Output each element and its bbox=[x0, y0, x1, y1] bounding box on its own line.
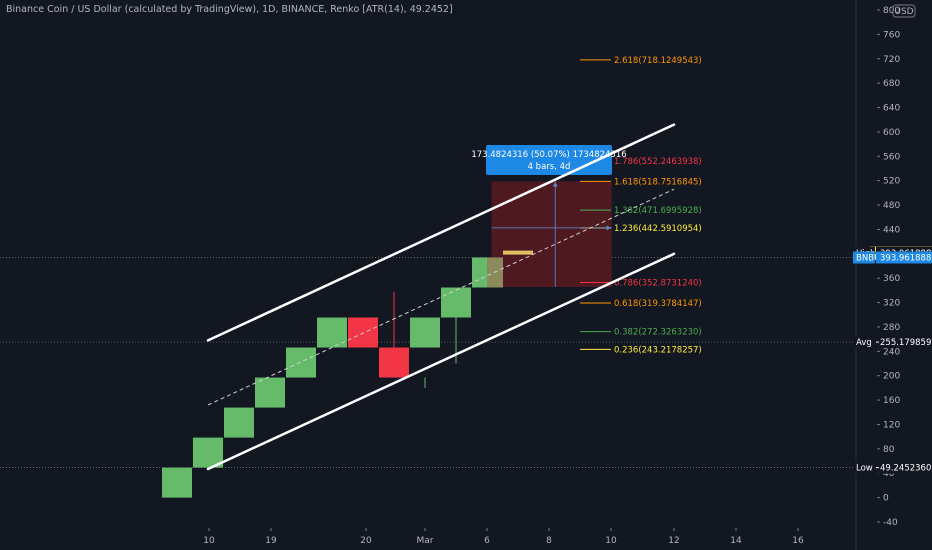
x-tick-label: 16 bbox=[792, 536, 804, 546]
y-tick-label: 480 bbox=[883, 201, 900, 211]
price-tag-value: 49.2452360 bbox=[880, 464, 931, 474]
measure-tooltip-line1: 173.4824316 (50.07%) 1734824316 bbox=[471, 150, 626, 160]
price-marker bbox=[503, 250, 533, 255]
price-tag-label-bg bbox=[853, 461, 875, 474]
price-tag-bg bbox=[876, 461, 932, 474]
price-tag-label-bg bbox=[853, 251, 875, 264]
x-tick-label: 6 bbox=[484, 536, 490, 546]
measure-zone bbox=[491, 181, 612, 288]
fib-level-label: 0.236(243.2178257) bbox=[614, 345, 702, 355]
up-brick bbox=[286, 347, 316, 378]
up-brick bbox=[410, 317, 440, 348]
price-tag-value: 255.1798593 bbox=[880, 338, 932, 348]
y-tick-label: -40 bbox=[883, 518, 898, 528]
y-tick-label: 240 bbox=[883, 347, 900, 357]
y-tick-label: 360 bbox=[883, 274, 900, 284]
y-tick-label: 40 bbox=[883, 469, 895, 479]
y-tick-label: 760 bbox=[883, 30, 900, 40]
y-tick-label: 280 bbox=[883, 323, 900, 333]
up-brick bbox=[255, 377, 285, 408]
x-tick-label: 10 bbox=[203, 536, 215, 546]
price-tag-label: Avg bbox=[856, 338, 872, 348]
currency-badge[interactable] bbox=[892, 4, 916, 18]
x-tick-label: 8 bbox=[546, 536, 552, 546]
price-tag-label: Low bbox=[856, 464, 873, 474]
measure-tooltip-line2: 4 bars, 4d bbox=[528, 162, 571, 172]
x-tick-label: 12 bbox=[668, 536, 679, 546]
up-brick bbox=[224, 407, 254, 438]
y-tick-label: 640 bbox=[883, 104, 900, 114]
x-tick-label: 19 bbox=[265, 536, 277, 546]
fib-level-label: 1.786(552.2463938) bbox=[614, 157, 702, 167]
upper-channel-line[interactable] bbox=[206, 123, 676, 342]
x-tick-label: 14 bbox=[730, 536, 742, 546]
fib-level-label: 2.618(718.1249543) bbox=[614, 56, 702, 66]
y-tick-label: 0 bbox=[883, 494, 889, 504]
fib-level-label: 0.382(272.3263230) bbox=[614, 328, 702, 338]
y-tick-label: 320 bbox=[883, 299, 900, 309]
price-tag-label-bg bbox=[853, 336, 875, 349]
up-brick bbox=[162, 467, 192, 498]
fib-level-label: 0.786(352.8731240) bbox=[614, 279, 702, 289]
y-tick-label: 600 bbox=[883, 128, 900, 138]
fib-level-label: 1.618(518.7516845) bbox=[614, 177, 702, 187]
price-tag-bg bbox=[876, 251, 932, 264]
y-tick-label: 160 bbox=[883, 396, 900, 406]
currency-badge-label: USD bbox=[894, 7, 913, 17]
x-tick-label: 20 bbox=[360, 536, 372, 546]
fib-level-label: 1.382(471.6995928) bbox=[614, 206, 702, 216]
measure-arrow-up-icon bbox=[552, 182, 558, 187]
channel-midline bbox=[207, 188, 675, 406]
x-tick-label: 10 bbox=[605, 536, 617, 546]
y-tick-label: 720 bbox=[883, 55, 900, 65]
y-tick-label: 560 bbox=[883, 152, 900, 162]
up-brick bbox=[441, 287, 471, 318]
price-tag-bg bbox=[876, 336, 932, 349]
y-tick-label: 200 bbox=[883, 372, 900, 382]
x-tick-label: Mar bbox=[417, 536, 434, 546]
fib-level-label: 1.236(442.5910954) bbox=[614, 224, 702, 234]
y-tick-label: 120 bbox=[883, 420, 900, 430]
y-tick-label: 440 bbox=[883, 225, 900, 235]
lower-channel-line[interactable] bbox=[206, 252, 676, 471]
down-brick bbox=[348, 317, 378, 348]
y-tick-label: 80 bbox=[883, 445, 895, 455]
measure-arrow-icon bbox=[606, 225, 611, 231]
fib-level-label: 0.618(319.3784147) bbox=[614, 299, 702, 309]
y-tick-label: 520 bbox=[883, 177, 900, 187]
y-tick-label: 680 bbox=[883, 79, 900, 89]
price-tag-label: BNBUSD bbox=[856, 253, 893, 263]
up-brick bbox=[193, 437, 223, 468]
y-tick-label: 800 bbox=[883, 6, 900, 16]
price-tag-value: 393.9618880 bbox=[880, 253, 932, 263]
chart-title: Binance Coin / US Dollar (calculated by … bbox=[6, 4, 453, 15]
